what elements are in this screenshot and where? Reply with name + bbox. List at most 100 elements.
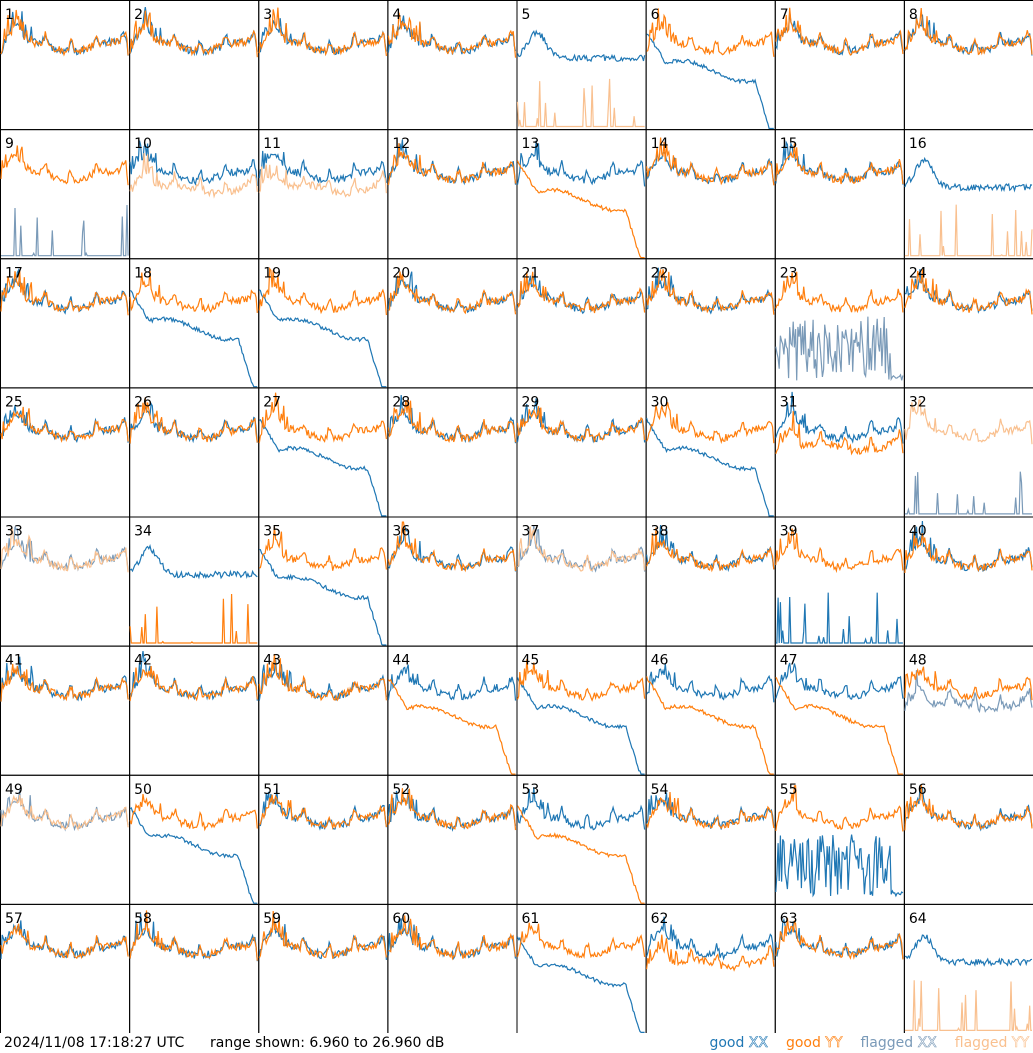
legend: good XX good YY flagged XX flagged YY bbox=[709, 1033, 1029, 1053]
tile-16: 16 bbox=[903, 129, 1033, 260]
tile-50: 50 bbox=[129, 774, 260, 905]
series-xx-line bbox=[646, 663, 775, 703]
series-yy-line bbox=[904, 666, 1033, 701]
tile-label: 25 bbox=[5, 394, 23, 410]
tile-3: 3 bbox=[258, 0, 389, 131]
tile-frame bbox=[774, 0, 905, 131]
tile-frame bbox=[516, 0, 647, 131]
tile-32: 32 bbox=[903, 387, 1033, 518]
tile-64: 64 bbox=[903, 903, 1033, 1033]
tile-26: 26 bbox=[129, 387, 260, 518]
legend-flagged_xx-pol: XX bbox=[917, 1035, 937, 1052]
tile-label: 29 bbox=[522, 394, 540, 410]
tile-label: 27 bbox=[263, 394, 281, 410]
tile-label: 15 bbox=[780, 136, 798, 152]
series-yy-line bbox=[129, 10, 258, 58]
series-yy-line bbox=[775, 411, 904, 456]
tile-56: 56 bbox=[903, 774, 1033, 905]
tile-label: 19 bbox=[263, 265, 281, 281]
tile-53: 53 bbox=[516, 774, 647, 905]
tile-label: 4 bbox=[392, 7, 401, 23]
series-yy-line bbox=[129, 666, 258, 702]
tile-34: 34 bbox=[129, 516, 260, 647]
tile-label: 42 bbox=[134, 653, 152, 669]
tile-label: 48 bbox=[909, 653, 927, 669]
series-yy-line bbox=[0, 794, 129, 831]
footer: 2024/11/08 17:18:27 UTC range shown: 6.9… bbox=[0, 1033, 1033, 1053]
series-yy-line bbox=[387, 678, 516, 775]
series-yy-line bbox=[516, 526, 646, 572]
tile-38: 38 bbox=[645, 516, 776, 647]
tile-33: 33 bbox=[0, 516, 131, 647]
tile-label: 28 bbox=[392, 394, 410, 410]
timestamp-text: 2024/11/08 17:18:27 UTC bbox=[4, 1035, 185, 1051]
series-xx-line bbox=[904, 14, 1033, 56]
series-yy-line bbox=[0, 145, 129, 186]
series-yy-line bbox=[516, 922, 646, 960]
tile-label: 26 bbox=[134, 394, 152, 410]
series-xx-line bbox=[387, 664, 517, 701]
series-yy-line bbox=[516, 160, 645, 259]
series-yy-line bbox=[129, 910, 258, 961]
tile-label: 57 bbox=[5, 911, 23, 927]
series-yy-line bbox=[387, 399, 517, 443]
legend-good_xx-pol: XX bbox=[748, 1035, 768, 1052]
tile-label: 20 bbox=[392, 265, 410, 281]
tile-label: 56 bbox=[909, 782, 927, 798]
legend-flagged_yy-pol: YY bbox=[1011, 1035, 1030, 1052]
tile-31: 31 bbox=[774, 387, 905, 518]
series-yy-line bbox=[646, 137, 775, 186]
series-yy-line bbox=[646, 268, 775, 315]
series-xx-line bbox=[904, 934, 1033, 967]
tile-label: 6 bbox=[651, 7, 660, 23]
series-xx-line bbox=[0, 11, 129, 56]
series-yy-line bbox=[388, 271, 517, 315]
series-xx-line bbox=[129, 140, 258, 187]
series-yy-line bbox=[904, 980, 1032, 1031]
tile-label: 5 bbox=[522, 7, 531, 23]
series-xx-line bbox=[775, 391, 904, 444]
series-xx-line bbox=[517, 525, 646, 573]
legend-good_yy-pol: YY bbox=[825, 1035, 843, 1052]
series-yy-line bbox=[129, 152, 258, 199]
tile-label: 43 bbox=[263, 653, 281, 669]
series-xx-line bbox=[129, 806, 258, 904]
tile-59: 59 bbox=[258, 903, 389, 1033]
series-yy-line bbox=[904, 269, 1033, 315]
series-yy-line bbox=[646, 676, 774, 775]
series-yy-line bbox=[0, 406, 129, 443]
tile-29: 29 bbox=[516, 387, 647, 518]
series-yy-line bbox=[517, 805, 645, 904]
tile-label: 44 bbox=[392, 653, 410, 669]
series-xx-line bbox=[516, 29, 646, 63]
tile-55: 55 bbox=[774, 774, 905, 905]
tile-44: 44 bbox=[387, 645, 518, 776]
series-yy-line bbox=[904, 399, 1033, 445]
series-xx-line bbox=[258, 659, 387, 701]
tile-label: 11 bbox=[263, 136, 281, 152]
tile-label: 51 bbox=[263, 782, 281, 798]
tile-label: 1 bbox=[5, 7, 14, 23]
tile-label: 30 bbox=[651, 394, 669, 410]
series-yy-line bbox=[258, 654, 387, 702]
tile-label: 34 bbox=[134, 524, 152, 540]
series-yy-line bbox=[0, 269, 129, 316]
tile-49: 49 bbox=[0, 774, 131, 905]
tile-label: 16 bbox=[909, 136, 927, 152]
legend-flagged_xx: flagged XX bbox=[860, 1035, 937, 1052]
series-yy-line bbox=[646, 527, 775, 573]
tile-label: 36 bbox=[392, 524, 410, 540]
tile-frame bbox=[903, 0, 1033, 131]
series-xx-line bbox=[775, 834, 904, 898]
tile-label: 39 bbox=[780, 524, 798, 540]
tile-frame bbox=[387, 0, 518, 131]
tile-label: 7 bbox=[780, 7, 789, 23]
series-xx-line bbox=[129, 289, 258, 388]
series-xx-line bbox=[0, 405, 129, 444]
tile-1: 1 bbox=[0, 0, 131, 131]
tile-54: 54 bbox=[645, 774, 776, 905]
series-xx-line bbox=[258, 150, 387, 184]
series-xx-line bbox=[775, 592, 903, 644]
tile-label: 8 bbox=[909, 7, 918, 23]
